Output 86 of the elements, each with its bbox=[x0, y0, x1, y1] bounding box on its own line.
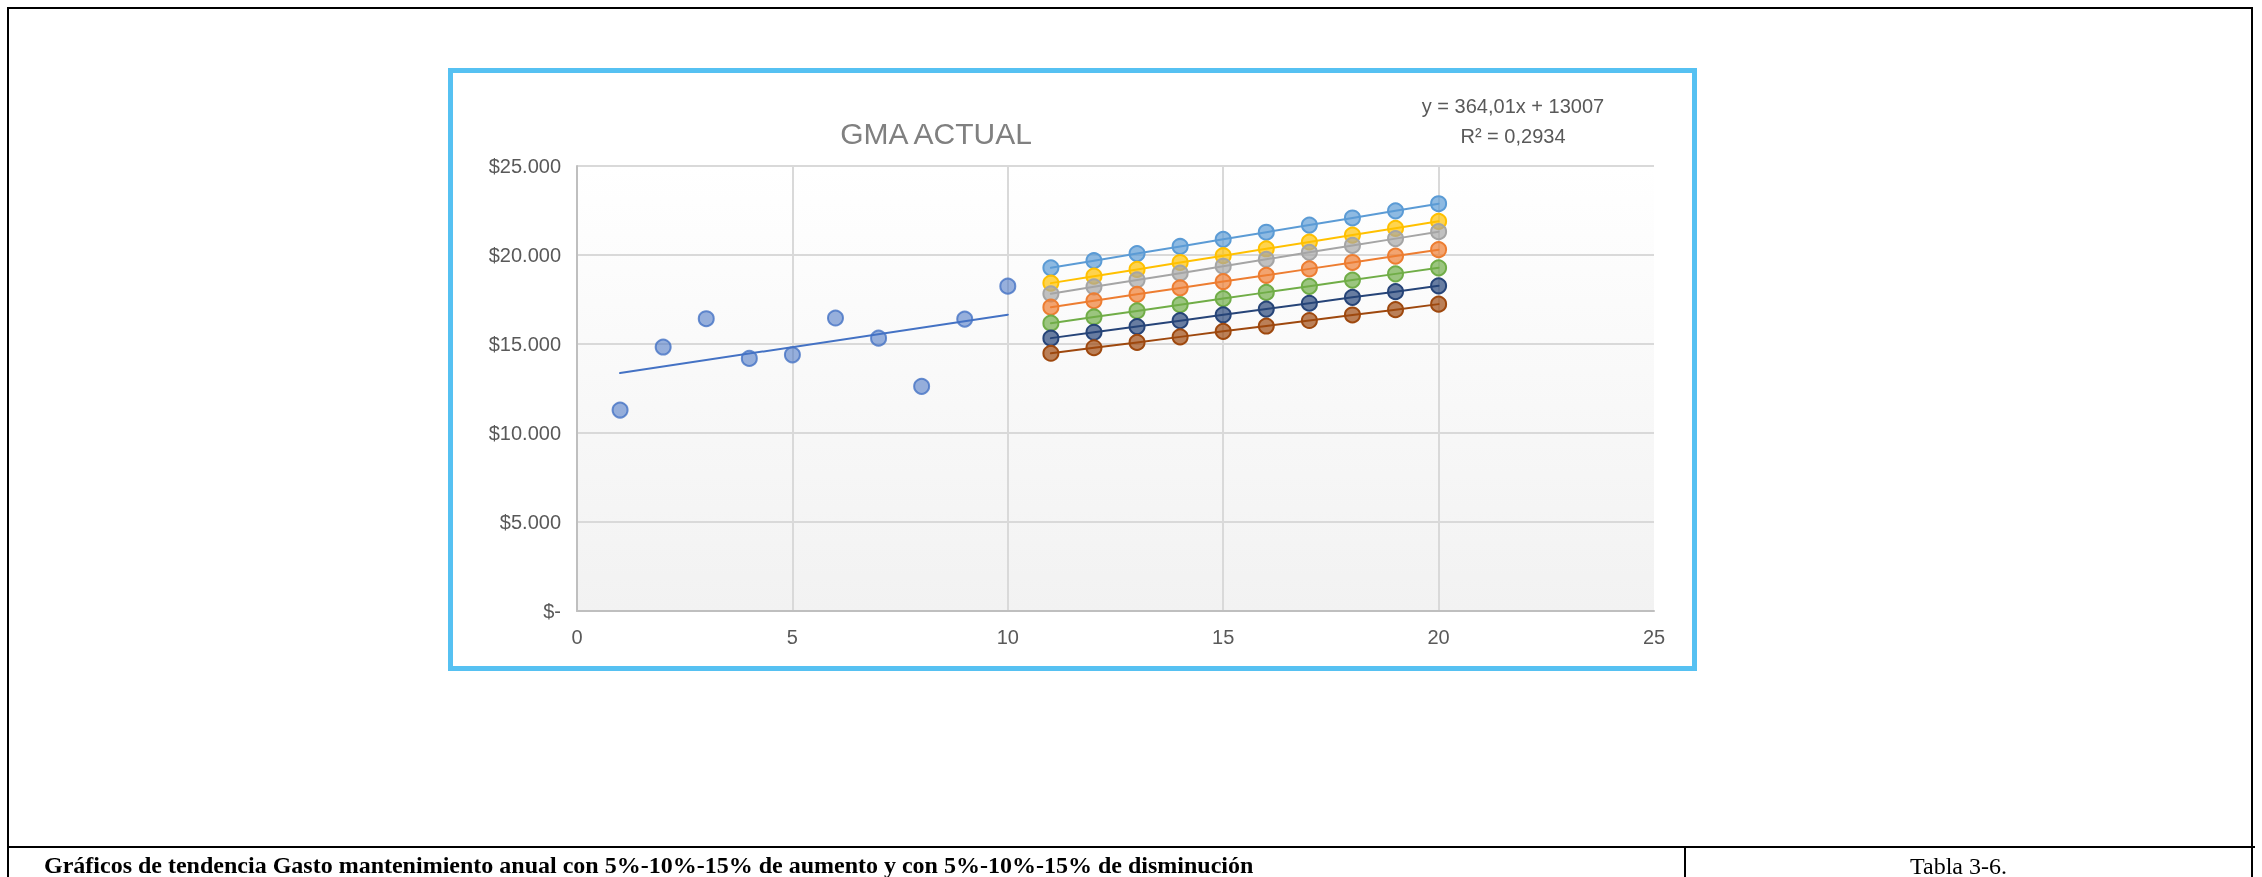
point bbox=[1085, 278, 1103, 296]
point bbox=[1171, 312, 1189, 330]
point bbox=[611, 401, 629, 419]
point bbox=[1343, 209, 1361, 227]
point bbox=[1300, 260, 1318, 278]
point bbox=[1128, 318, 1146, 336]
point bbox=[1387, 265, 1405, 283]
y-tick-label: $5.000 bbox=[499, 511, 561, 533]
point bbox=[1257, 283, 1275, 301]
x-tick-label: 25 bbox=[1642, 626, 1666, 648]
point bbox=[1300, 243, 1318, 261]
point bbox=[1430, 223, 1448, 241]
point bbox=[1171, 264, 1189, 282]
point bbox=[1257, 250, 1275, 268]
point bbox=[1300, 216, 1318, 234]
point bbox=[956, 310, 974, 328]
point bbox=[1430, 277, 1448, 295]
point bbox=[1300, 312, 1318, 329]
point bbox=[1214, 306, 1232, 324]
point bbox=[1430, 259, 1448, 277]
point bbox=[1085, 292, 1103, 310]
point bbox=[827, 309, 844, 327]
text: R² = 0,2934 bbox=[1460, 125, 1566, 148]
point bbox=[1300, 294, 1318, 312]
point bbox=[1085, 308, 1103, 326]
point bbox=[1128, 333, 1146, 351]
point bbox=[1171, 328, 1189, 346]
point bbox=[1085, 323, 1103, 341]
point bbox=[654, 338, 672, 356]
point bbox=[1042, 259, 1060, 277]
point bbox=[1042, 285, 1060, 303]
y-tick-label: $20.000 bbox=[488, 244, 561, 266]
point bbox=[1430, 295, 1448, 313]
point bbox=[1042, 298, 1060, 316]
point bbox=[1171, 237, 1189, 255]
point bbox=[1257, 223, 1275, 241]
point bbox=[1085, 252, 1103, 270]
chart-title: GMA ACTUAL bbox=[840, 116, 1032, 150]
x-tick-label: 15 bbox=[1212, 626, 1235, 648]
point bbox=[1042, 314, 1060, 332]
point bbox=[870, 329, 888, 347]
point bbox=[1214, 273, 1232, 291]
x-tick-label: 20 bbox=[1427, 626, 1450, 648]
point bbox=[1214, 230, 1232, 248]
x-tick-label: 0 bbox=[571, 626, 583, 648]
point bbox=[1257, 300, 1275, 318]
point bbox=[1128, 285, 1146, 303]
point bbox=[1257, 317, 1275, 335]
point bbox=[1343, 306, 1361, 324]
point bbox=[783, 346, 801, 364]
x-tick-label: 5 bbox=[786, 626, 798, 648]
point bbox=[1343, 271, 1361, 289]
point bbox=[1257, 266, 1275, 284]
point bbox=[1343, 253, 1361, 271]
point bbox=[1387, 202, 1405, 220]
point bbox=[1387, 283, 1405, 301]
point bbox=[1042, 344, 1060, 362]
point bbox=[1214, 257, 1232, 275]
point bbox=[1387, 230, 1405, 248]
x-tick-label: 10 bbox=[996, 626, 1019, 648]
y-tick-label: $25.000 bbox=[488, 155, 561, 177]
point bbox=[1343, 236, 1361, 254]
y-tick-label: $- bbox=[543, 600, 561, 622]
point bbox=[1387, 247, 1405, 265]
point bbox=[1214, 290, 1232, 308]
point bbox=[1430, 241, 1448, 259]
point bbox=[1042, 329, 1060, 347]
text: y = 364,01x + 13007 bbox=[1421, 95, 1605, 118]
text: Tabla 3-6. bbox=[1910, 853, 2007, 877]
point bbox=[913, 377, 931, 395]
y-tick-label: $10.000 bbox=[488, 422, 561, 444]
point bbox=[1171, 296, 1189, 314]
point bbox=[1085, 339, 1103, 357]
point bbox=[740, 349, 758, 367]
point bbox=[1300, 277, 1318, 295]
point bbox=[999, 277, 1017, 295]
point bbox=[1128, 245, 1146, 263]
point bbox=[1343, 288, 1361, 306]
point bbox=[1387, 301, 1405, 319]
point bbox=[1214, 322, 1232, 340]
point bbox=[1128, 271, 1146, 289]
point bbox=[1171, 279, 1189, 297]
point bbox=[1430, 195, 1448, 213]
y-tick-label: $15.000 bbox=[488, 333, 561, 355]
point bbox=[1128, 302, 1146, 320]
point bbox=[697, 310, 715, 328]
